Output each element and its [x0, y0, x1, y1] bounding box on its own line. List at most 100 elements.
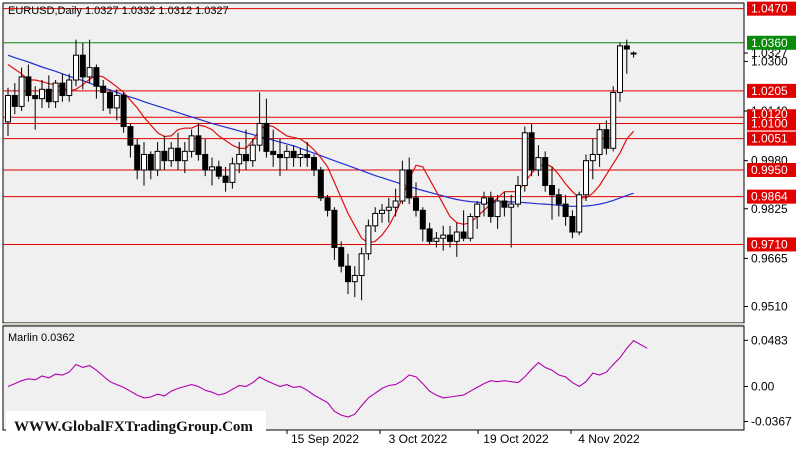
candle-body-bear: [331, 209, 338, 249]
candle-80: [549, 166, 555, 220]
level-label-box: [747, 237, 796, 252]
candle-79: [542, 151, 549, 192]
candle-71: [487, 191, 494, 223]
candle-body-bull: [433, 237, 440, 242]
candle-44: [304, 142, 311, 167]
candle-body-bull: [515, 184, 521, 205]
candle-body-bull: [256, 122, 263, 146]
candle-82: [562, 194, 569, 226]
candle-body-bull: [188, 135, 195, 152]
candle-31: [215, 160, 222, 180]
candle-body-bear: [501, 200, 508, 208]
candle-body-bull: [617, 45, 623, 93]
marlin-label: Marlin 0.0362: [8, 332, 75, 344]
level-label-box: [747, 1, 796, 16]
candle-body-bear: [120, 95, 127, 128]
level-label-box: [747, 131, 796, 146]
candle-70: [481, 191, 487, 217]
candle-57: [392, 188, 399, 217]
candle-2: [18, 67, 25, 112]
candle-body-bull: [39, 88, 45, 100]
candle-54: [372, 207, 379, 233]
candle-body-bear: [134, 144, 141, 171]
candle-body-bull: [589, 153, 596, 162]
candle-27: [188, 129, 195, 158]
y-tick-label-5: 0.9665: [751, 251, 788, 265]
candle-body-bear: [338, 247, 345, 267]
candle-body-bear: [290, 150, 297, 159]
candle-body-bear: [311, 157, 317, 171]
candle-11: [79, 42, 86, 90]
candle-body-bear: [202, 153, 209, 171]
candle-50: [345, 253, 351, 295]
level-label-text: 1.0360: [751, 36, 788, 50]
candle-55: [379, 204, 385, 223]
candle-body-bull: [596, 129, 603, 155]
candle-body-bear: [243, 153, 249, 162]
watermark: WWW.GlobalFXTradingGroup.Com: [6, 411, 266, 440]
candle-87: [596, 123, 603, 167]
candle-29: [202, 138, 209, 177]
candle-body-bear: [460, 231, 467, 239]
watermark-text: WWW.GlobalFXTradingGroup.Com: [14, 419, 253, 435]
candle-body-bull: [358, 253, 365, 276]
x-tick-label: 4 Nov 2022: [578, 432, 640, 446]
candle-5: [39, 80, 45, 108]
candle-body-bear: [413, 197, 419, 211]
candle-body-bear: [555, 194, 562, 205]
candle-7: [52, 80, 59, 108]
candle-body-bear: [324, 197, 331, 211]
candle-body-bull: [365, 225, 372, 255]
candle-body-bear: [32, 95, 39, 100]
candle-8: [59, 73, 66, 102]
marlin-tick-label-1: 0.00: [751, 379, 775, 393]
candle-body-bear: [25, 76, 32, 97]
price-panel: [2, 2, 745, 324]
candle-body-bear: [161, 150, 168, 162]
x-label-3: 4 Nov 2022: [570, 430, 640, 446]
candle-body-bear: [549, 184, 555, 196]
candle-body-bear: [59, 82, 66, 97]
symbol-header: EURUSD,Daily 1.0327 1.0332 1.0312 1.0327: [8, 5, 229, 17]
candle-body-bull: [494, 200, 501, 218]
marlin-indicator: 0.0483 0.00 -0.0367: [7, 333, 792, 429]
candle-48: [331, 207, 338, 260]
candle-body-bull: [86, 67, 93, 78]
level-label-2: 1.0205: [747, 83, 796, 98]
candle-81: [555, 188, 562, 217]
candle-89: [610, 86, 617, 152]
panel-separator[interactable]: [3, 323, 744, 326]
candle-body-bear: [419, 209, 426, 230]
candle-21: [147, 151, 154, 180]
level-label-6: 0.9950: [747, 162, 796, 177]
candle-body-bear: [277, 153, 283, 159]
candle-body-bull: [440, 234, 447, 239]
candle-body-bull: [481, 197, 487, 205]
candle-63: [433, 232, 440, 248]
candle-38: [263, 98, 270, 158]
level-label-text: 1.0120: [751, 107, 788, 121]
candle-body-bear: [45, 88, 52, 103]
candle-68: [467, 213, 474, 242]
candle-43: [297, 148, 304, 167]
candle-body-bear: [542, 157, 549, 186]
candle-body-bear: [107, 91, 113, 109]
candle-60: [413, 182, 419, 217]
level-label-text: 1.0205: [751, 84, 788, 98]
candle-46: [317, 166, 324, 202]
candle-9: [66, 73, 73, 102]
candle-body-bull: [181, 150, 188, 162]
marlin-tick-label-0: 0.0483: [751, 333, 788, 347]
candle-69: [474, 201, 481, 229]
level-label-text: 0.9950: [751, 163, 788, 177]
candle-body-bull: [379, 209, 385, 214]
candle-3: [25, 64, 32, 102]
candle-77: [528, 123, 535, 177]
candle-23: [161, 135, 168, 170]
candle-body-bull: [385, 206, 392, 211]
level-label-box: [747, 83, 796, 98]
candle-body-bull: [229, 163, 236, 183]
candle-18: [127, 123, 134, 158]
candle-body-bear: [100, 85, 107, 93]
candle-body-bear: [569, 216, 576, 233]
